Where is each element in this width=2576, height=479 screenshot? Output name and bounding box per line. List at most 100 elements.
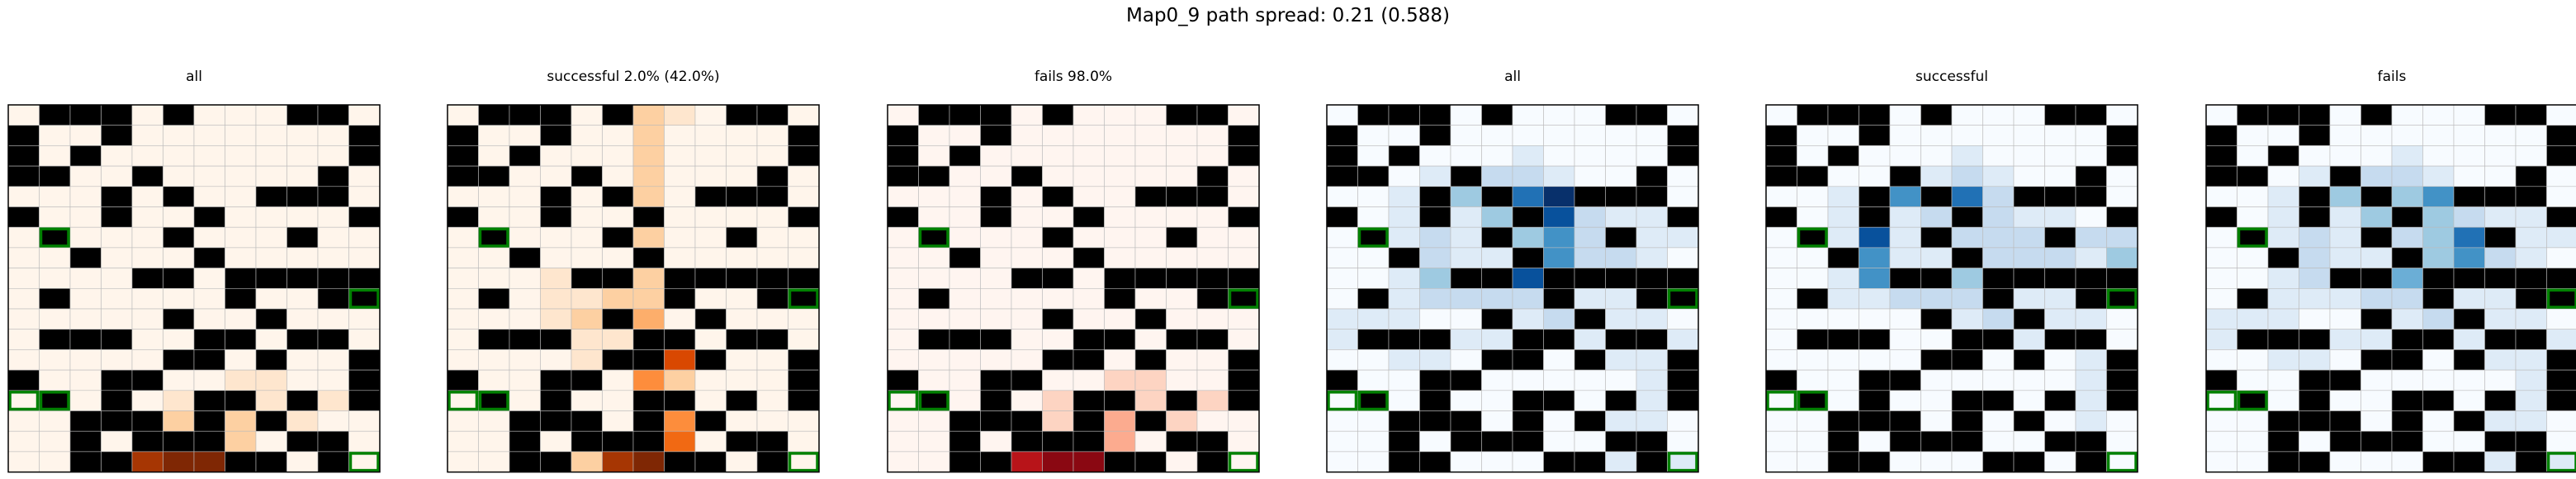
heat-cell [756, 206, 788, 228]
wall-cell [163, 226, 195, 249]
wall-cell [2299, 329, 2331, 350]
wall-cell [788, 206, 820, 228]
heat-cell [756, 349, 788, 371]
heat-cell [694, 104, 727, 126]
heat-cell [2453, 104, 2485, 126]
heat-cell [348, 410, 381, 432]
wall-cell [2515, 165, 2547, 187]
heat-cell [255, 104, 287, 126]
goal-marker [478, 391, 509, 411]
heat-cell [1765, 186, 1797, 207]
heat-cell [980, 430, 1012, 453]
wall-cell [2075, 287, 2107, 310]
wall-cell [1827, 430, 1859, 453]
heat-cell [1574, 104, 1606, 126]
heat-cell [1667, 329, 1699, 350]
heat-cell [1357, 410, 1390, 432]
wall-cell [2013, 349, 2045, 371]
heat-cell [918, 247, 950, 268]
heat-cell [1073, 226, 1105, 249]
heat-cell [1134, 226, 1167, 249]
wall-cell [726, 390, 758, 411]
wall-cell [1574, 410, 1606, 432]
wall-cell [2546, 287, 2576, 310]
wall-cell [1859, 369, 1891, 391]
heat-cell [1827, 349, 1859, 371]
heat-cell [1827, 165, 1859, 187]
heat-cell [1797, 349, 1829, 371]
heat-cell [2205, 247, 2237, 268]
wall-cell [1073, 247, 1105, 268]
heat-cell [39, 125, 71, 146]
wall-cell [1667, 268, 1699, 289]
wall-cell [726, 268, 758, 289]
wall-cell [348, 369, 381, 391]
heat-cell [131, 247, 163, 268]
heat-cell [1042, 206, 1074, 228]
wall-cell [2267, 451, 2299, 472]
heat-cell [1134, 369, 1167, 391]
heat-cell [540, 308, 572, 330]
wall-cell [1104, 287, 1136, 310]
heat-cell [1765, 451, 1797, 472]
heat-cell [39, 451, 71, 472]
heat-cell [447, 186, 479, 207]
heat-cell [225, 186, 257, 207]
heat-cell [2361, 165, 2393, 187]
heat-cell [540, 247, 572, 268]
wall-cell [7, 145, 40, 167]
heat-cell [2391, 369, 2423, 391]
wall-cell [131, 369, 163, 391]
heat-cell [2267, 268, 2299, 289]
heat-cell [1166, 308, 1198, 330]
wall-cell [7, 165, 40, 187]
heat-cell [949, 349, 981, 371]
heat-cell [1042, 165, 1074, 187]
heat-cell [1450, 186, 1482, 207]
heat-cell [1827, 125, 1859, 146]
wall-cell [348, 349, 381, 371]
wall-cell [2484, 430, 2517, 453]
heat-cell [2075, 226, 2107, 249]
wall-cell [2075, 430, 2107, 453]
heat-cell [788, 186, 820, 207]
wall-cell [317, 451, 349, 472]
wall-cell [918, 104, 950, 126]
heat-cell [1797, 145, 1829, 167]
wall-cell [1827, 329, 1859, 350]
heat-cell [2237, 268, 2269, 289]
wall-cell [602, 430, 634, 453]
heat-cell [694, 206, 727, 228]
heat-cell [1667, 410, 1699, 432]
wall-cell [1543, 390, 1575, 411]
heat-cell [1228, 451, 1260, 472]
heat-cell [2453, 329, 2485, 350]
heat-cell [918, 430, 950, 453]
heat-cell [664, 247, 696, 268]
heat-cell [69, 206, 102, 228]
heat-cell [1196, 369, 1229, 391]
wall-cell [756, 268, 788, 289]
wall-cell [1765, 125, 1797, 146]
wall-cell [1797, 104, 1829, 126]
heat-cell [193, 268, 225, 289]
heat-cell [756, 247, 788, 268]
heat-cell [1859, 287, 1891, 310]
wall-cell [69, 247, 102, 268]
heat-cell [2391, 226, 2423, 249]
heat-cell [1982, 186, 2015, 207]
heat-cell [2013, 104, 2045, 126]
heat-cell [7, 349, 40, 371]
heat-cell [2044, 451, 2076, 472]
heat-cell [2106, 165, 2138, 187]
heat-cell [1481, 390, 1513, 411]
heat-cell [1042, 125, 1074, 146]
goal-marker [2206, 391, 2237, 411]
heat-cell [1797, 206, 1829, 228]
heat-cell [1951, 287, 1983, 310]
wall-cell [632, 247, 665, 268]
heat-cell [1827, 287, 1859, 310]
heat-cell [1636, 390, 1668, 411]
wall-cell [694, 268, 727, 289]
heat-cell [1326, 390, 1358, 411]
